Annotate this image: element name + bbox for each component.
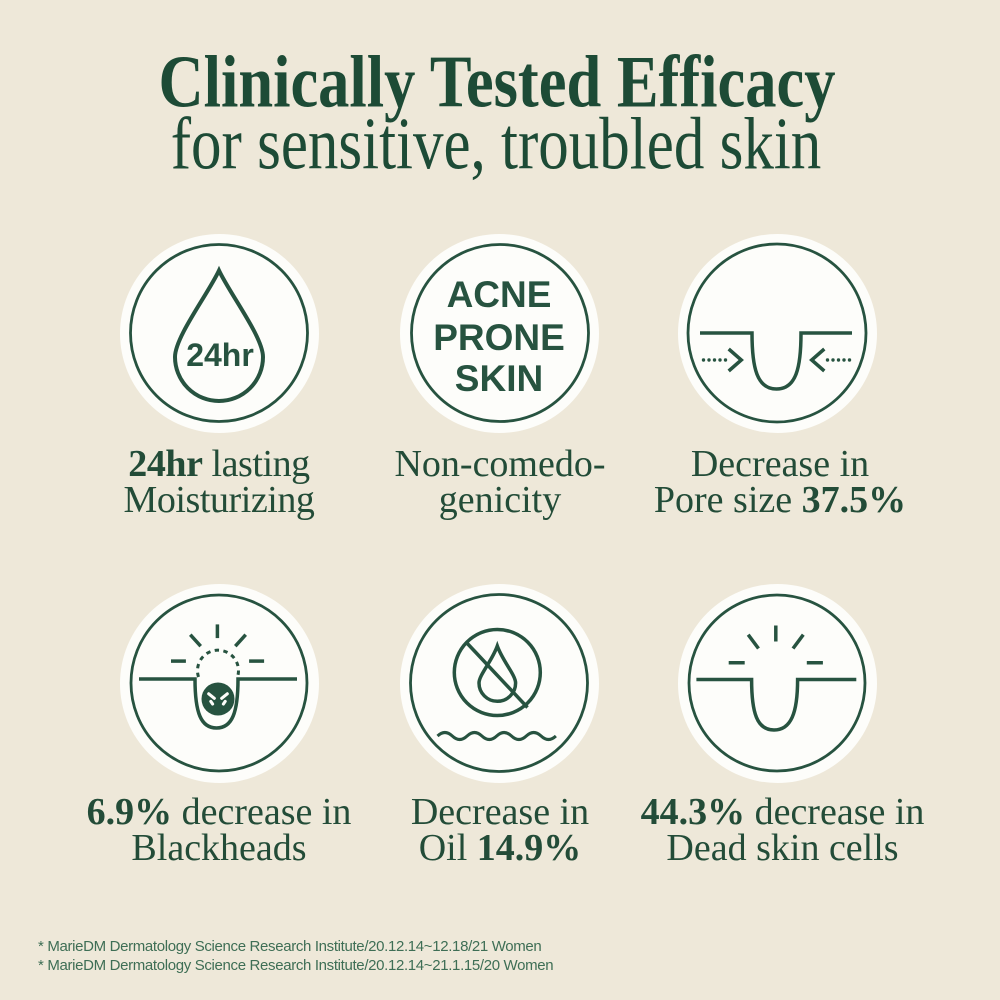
svg-text:24hr: 24hr	[186, 337, 254, 373]
svg-text:SKIN: SKIN	[455, 358, 543, 399]
svg-text:PRONE: PRONE	[433, 317, 565, 358]
svg-text:ACNE: ACNE	[447, 274, 552, 315]
